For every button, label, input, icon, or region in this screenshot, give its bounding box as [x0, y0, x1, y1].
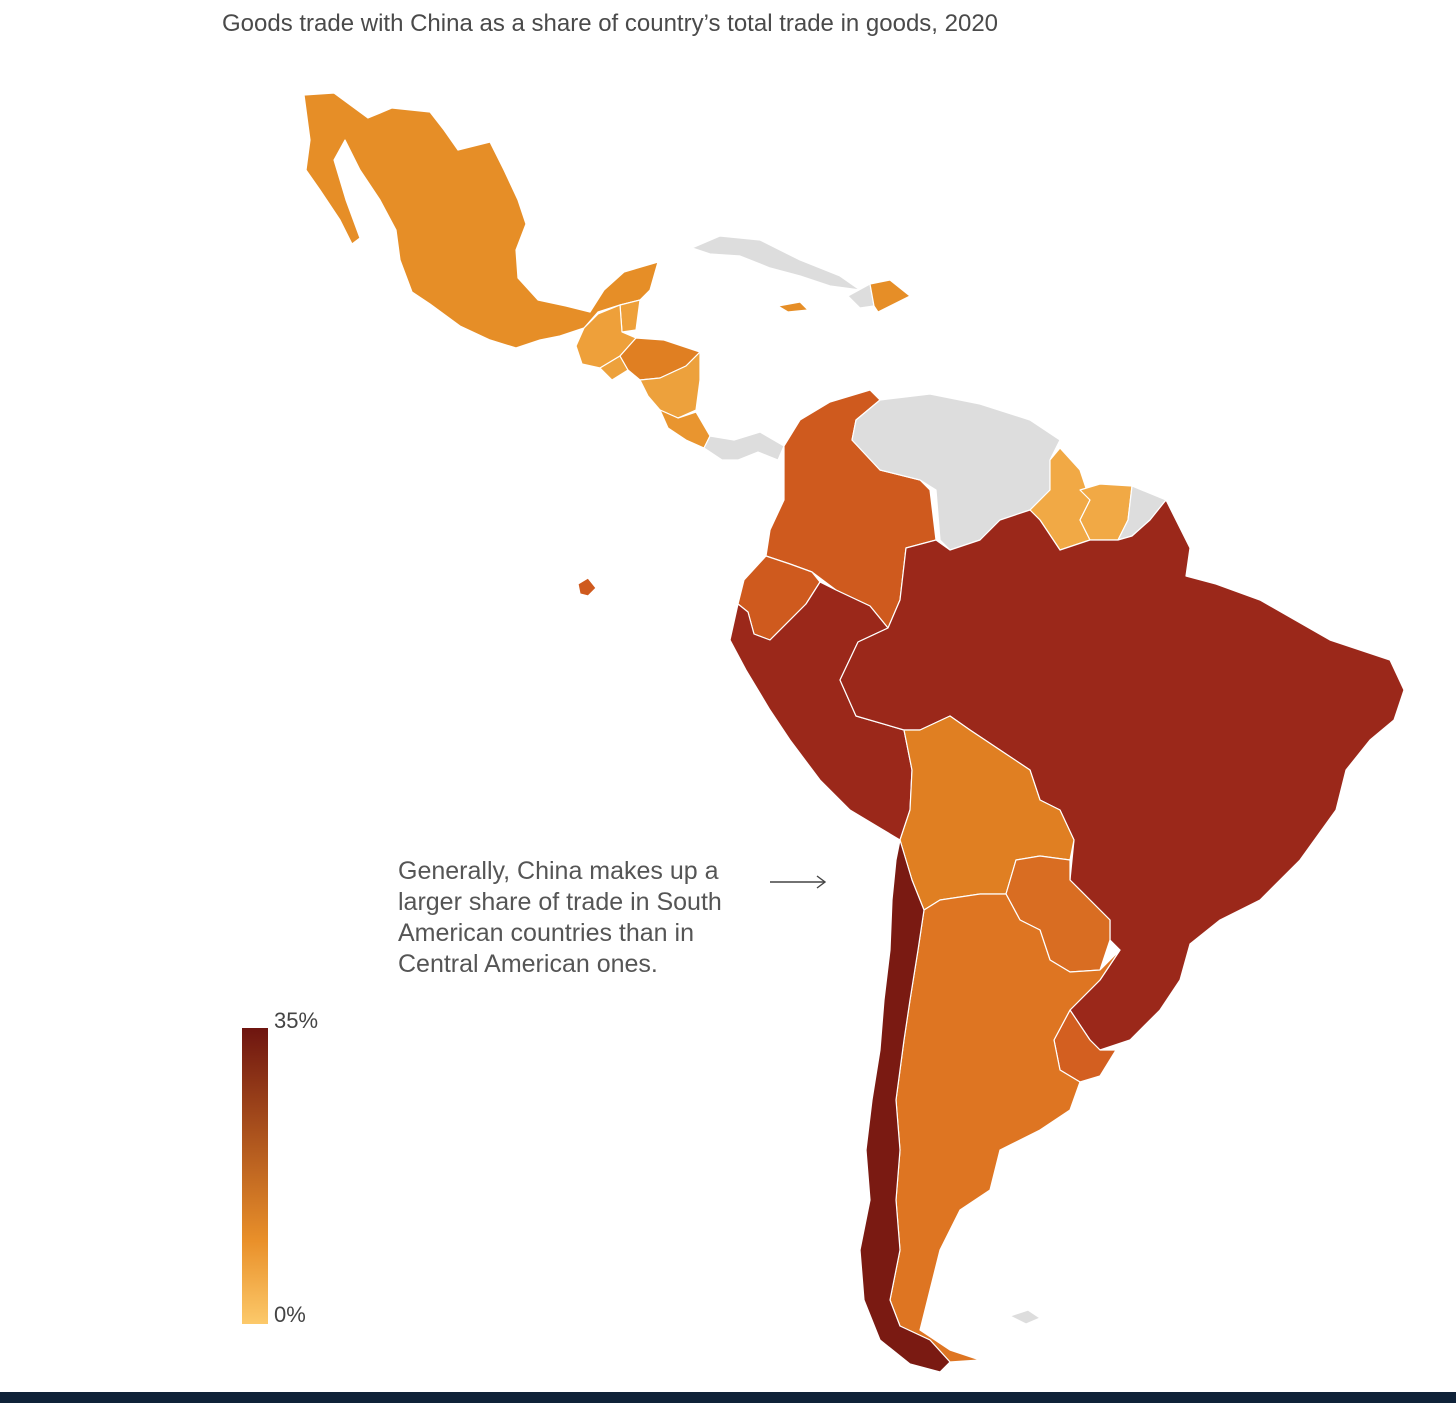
legend-color-scale — [242, 1028, 268, 1324]
region-panama[interactable] — [703, 431, 785, 461]
region-galapagos[interactable] — [577, 577, 597, 597]
region-cuba[interactable] — [691, 235, 861, 291]
region-dominican-republic[interactable] — [869, 279, 911, 313]
annotation-line: American countries than in — [398, 919, 694, 947]
region-costa-rica[interactable] — [659, 409, 711, 449]
region-mexico[interactable] — [303, 92, 659, 349]
map-title: Goods trade with China as a share of cou… — [222, 10, 999, 37]
annotation-arrow-icon — [770, 875, 827, 889]
region-chile[interactable] — [859, 839, 951, 1373]
annotation-line: larger share of trade in South — [398, 888, 722, 916]
annotation-text: Generally, China makes up a larger share… — [398, 856, 758, 980]
legend-min-label: 0% — [274, 1302, 306, 1327]
region-belize[interactable] — [619, 299, 641, 333]
region-nicaragua[interactable] — [639, 351, 701, 419]
footer-bar — [0, 1392, 1456, 1403]
annotation-line: Generally, China makes up a — [398, 857, 719, 885]
region-falklands[interactable] — [1009, 1309, 1041, 1325]
annotation-line: Central American ones. — [398, 950, 658, 978]
legend-max-label: 35% — [274, 1008, 319, 1033]
region-jamaica[interactable] — [777, 301, 809, 313]
